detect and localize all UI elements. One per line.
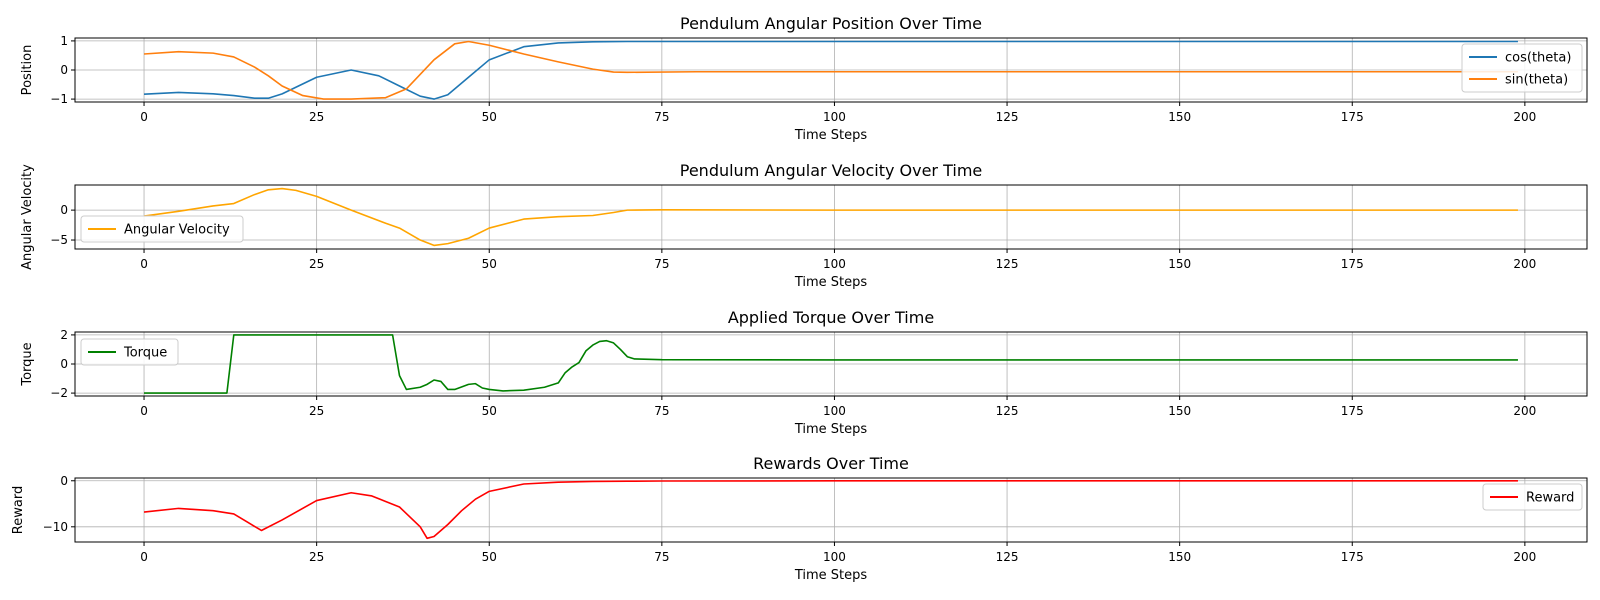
legend-box bbox=[80, 338, 179, 366]
legend-box bbox=[80, 215, 244, 243]
x-tick-label: 50 bbox=[482, 404, 497, 418]
x-tick-label: 100 bbox=[823, 257, 846, 271]
axes-frame bbox=[74, 477, 1588, 543]
chart-title: Applied Torque Over Time bbox=[728, 308, 934, 327]
x-tick-label: 100 bbox=[823, 110, 846, 124]
subplot-4: 0 25 50 75 100 125 150 175 200 −10 0 Rewards Over T… bbox=[11, 454, 1588, 583]
x-tick-label: 175 bbox=[1341, 404, 1364, 418]
x-tick-label: 50 bbox=[482, 550, 497, 564]
legend: Torque bbox=[80, 338, 179, 366]
x-tick-label: 25 bbox=[309, 110, 324, 124]
x-tick-label: 0 bbox=[140, 550, 148, 564]
legend-entry: cos(theta) bbox=[1505, 51, 1571, 66]
x-tick-label: 125 bbox=[996, 110, 1019, 124]
x-tick-label: 200 bbox=[1513, 110, 1536, 124]
x-tick-label: 175 bbox=[1341, 110, 1364, 124]
y-tick-label: 0 bbox=[60, 474, 68, 488]
legend-entry: sin(theta) bbox=[1505, 73, 1568, 88]
y-tick-label: 1 bbox=[60, 34, 68, 48]
legend-entry: Torque bbox=[123, 346, 167, 361]
legend: Reward bbox=[1482, 483, 1583, 511]
series-line-reward bbox=[143, 480, 1518, 540]
x-tick-label: 75 bbox=[654, 257, 669, 271]
y-tick-label: 2 bbox=[60, 328, 68, 342]
legend-box bbox=[1482, 483, 1583, 511]
y-tick-label: 0 bbox=[60, 357, 68, 371]
x-tick-label: 125 bbox=[996, 550, 1019, 564]
chart-title: Pendulum Angular Velocity Over Time bbox=[680, 161, 983, 180]
legend: cos(theta) sin(theta) bbox=[1461, 43, 1583, 93]
x-tick-label: 200 bbox=[1513, 404, 1536, 418]
y-tick-label: −2 bbox=[50, 386, 68, 400]
y-tick-label: 0 bbox=[60, 203, 68, 217]
y-axis-label: Angular Velocity bbox=[20, 164, 35, 270]
x-tick-label: 175 bbox=[1341, 257, 1364, 271]
x-tick-label: 75 bbox=[654, 110, 669, 124]
x-tick-label: 150 bbox=[1168, 257, 1191, 271]
x-tick-label: 100 bbox=[823, 550, 846, 564]
x-axis-label: Time Steps bbox=[794, 128, 868, 143]
x-tick-label: 150 bbox=[1168, 404, 1191, 418]
y-tick-label: −10 bbox=[43, 520, 68, 534]
legend: Angular Velocity bbox=[80, 215, 244, 243]
chart-title: Rewards Over Time bbox=[753, 454, 909, 473]
x-tick-label: 0 bbox=[140, 257, 148, 271]
x-tick-label: 50 bbox=[482, 110, 497, 124]
x-tick-label: 175 bbox=[1341, 550, 1364, 564]
y-axis-label: Reward bbox=[11, 486, 26, 534]
subplot-3: 0 25 50 75 100 125 150 175 200 −2 0 2 Applied Torque… bbox=[20, 308, 1588, 437]
x-tick-label: 50 bbox=[482, 257, 497, 271]
x-tick-label: 25 bbox=[309, 257, 324, 271]
x-tick-label: 0 bbox=[140, 110, 148, 124]
x-tick-label: 75 bbox=[654, 404, 669, 418]
y-tick-label: −5 bbox=[50, 233, 68, 247]
x-tick-label: 200 bbox=[1513, 257, 1536, 271]
series-line-sin-theta bbox=[143, 40, 1518, 100]
subplot-1: 0 25 50 75 100 125 150 175 200 −1 0 1 Pendulum Angul… bbox=[20, 14, 1588, 143]
series-line-cos-theta bbox=[143, 40, 1518, 100]
y-tick-label: 0 bbox=[60, 63, 68, 77]
x-tick-label: 150 bbox=[1168, 110, 1191, 124]
subplot-2: 0 25 50 75 100 125 150 175 200 −5 0 Pendulum Angula… bbox=[20, 161, 1588, 290]
x-tick-label: 100 bbox=[823, 404, 846, 418]
x-tick-label: 125 bbox=[996, 404, 1019, 418]
x-tick-label: 200 bbox=[1513, 550, 1536, 564]
y-tick-label: −1 bbox=[50, 92, 68, 106]
x-axis-label: Time Steps bbox=[794, 275, 868, 290]
x-tick-label: 75 bbox=[654, 550, 669, 564]
series-line-torque bbox=[144, 334, 1518, 394]
chart-title: Pendulum Angular Position Over Time bbox=[680, 14, 982, 33]
axes-frame bbox=[74, 184, 1588, 250]
x-axis-label: Time Steps bbox=[794, 568, 868, 583]
series-line-angular-velocity bbox=[143, 187, 1518, 247]
x-tick-label: 150 bbox=[1168, 550, 1191, 564]
x-tick-label: 25 bbox=[309, 404, 324, 418]
legend-entry: Reward bbox=[1526, 491, 1574, 506]
y-axis-label: Torque bbox=[20, 342, 35, 386]
x-axis-label: Time Steps bbox=[794, 422, 868, 437]
x-tick-label: 125 bbox=[996, 257, 1019, 271]
legend-entry: Angular Velocity bbox=[124, 223, 230, 238]
y-axis-label: Position bbox=[20, 45, 35, 96]
x-tick-label: 0 bbox=[140, 404, 148, 418]
x-tick-label: 25 bbox=[309, 550, 324, 564]
